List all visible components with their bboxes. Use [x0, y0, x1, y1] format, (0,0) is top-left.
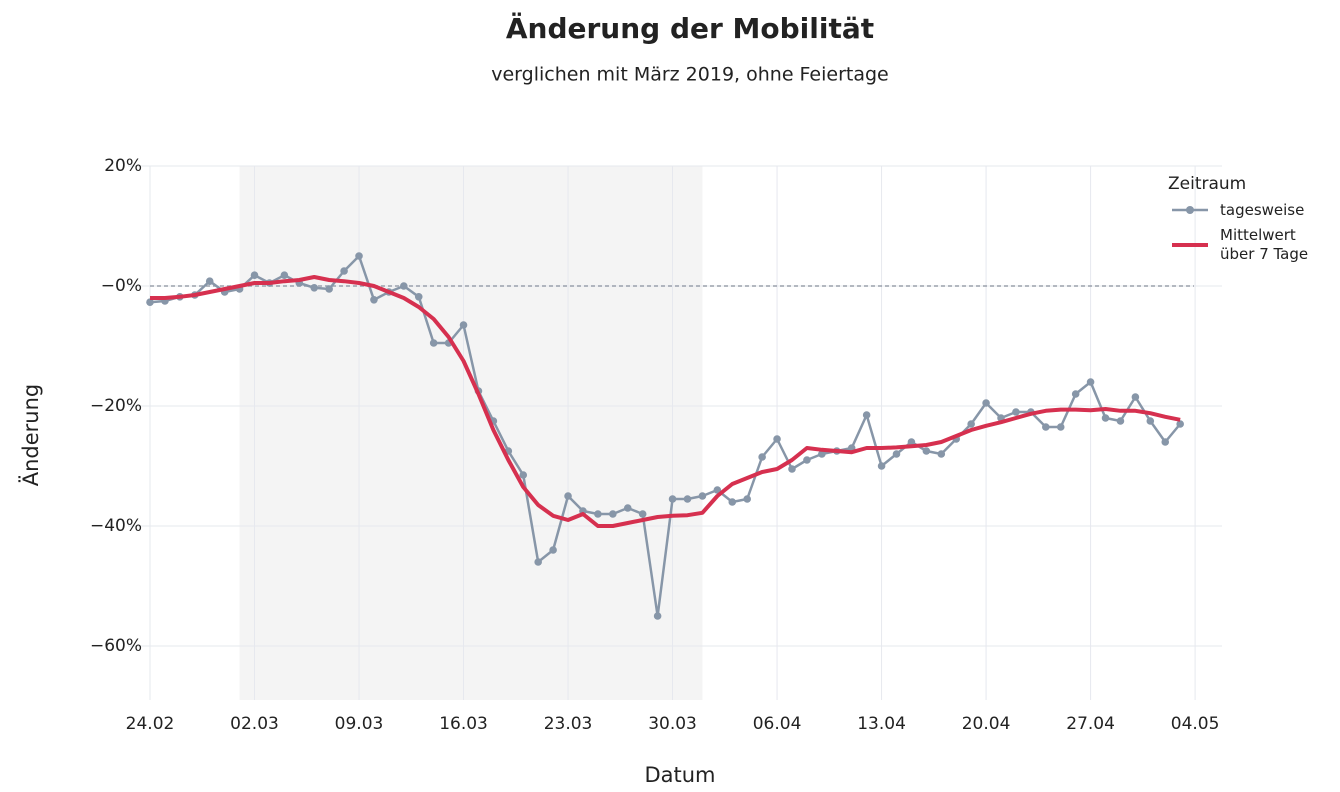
data-point	[459, 321, 468, 329]
data-point	[414, 293, 423, 301]
data-point	[370, 296, 378, 304]
data-point	[937, 450, 946, 458]
data-point	[1116, 417, 1125, 425]
data-point	[967, 420, 975, 428]
x-axis-label: Datum	[644, 763, 715, 787]
data-point	[982, 399, 990, 407]
data-point	[519, 471, 528, 479]
data-point	[205, 277, 214, 286]
legend-item[interactable]: tagesweise	[1168, 200, 1310, 220]
data-point	[1146, 417, 1155, 425]
data-point	[400, 282, 408, 290]
data-point	[862, 411, 871, 419]
chart-title: Änderung der Mobilität	[506, 11, 874, 45]
data-point	[698, 492, 707, 500]
x-tick-label: 27.04	[1066, 714, 1115, 734]
data-point	[564, 492, 572, 500]
x-tick-label: 30.03	[648, 714, 697, 734]
data-point	[922, 447, 931, 455]
data-point	[818, 450, 826, 458]
series-line	[149, 254, 1182, 618]
data-point	[1012, 408, 1020, 416]
data-point	[1042, 423, 1050, 431]
shaded-period	[239, 166, 703, 700]
x-tick-label: 16.03	[439, 714, 488, 734]
data-point	[594, 510, 602, 518]
data-point	[429, 339, 438, 347]
data-point	[907, 438, 916, 446]
legend-item[interactable]: Mittelwert über 7 Tage	[1168, 226, 1310, 264]
y-tick-label: −0%	[101, 276, 142, 296]
x-tick-label: 23.03	[544, 714, 593, 734]
data-point	[638, 510, 647, 518]
data-point	[146, 298, 154, 307]
x-tick-label: 09.03	[335, 714, 384, 734]
data-point	[355, 252, 363, 260]
series-line	[150, 275, 1181, 528]
data-point	[1086, 378, 1095, 386]
data-point	[534, 558, 542, 566]
chart-subtitle: verglichen mit März 2019, ohne Feiertage	[491, 64, 889, 86]
y-tick-label: 20%	[104, 156, 142, 176]
data-point	[788, 465, 796, 473]
y-tick-label: −20%	[90, 396, 142, 416]
data-point	[1176, 420, 1184, 428]
data-point	[549, 546, 557, 554]
data-point	[280, 271, 289, 280]
data-point	[892, 450, 901, 458]
data-point	[310, 284, 319, 292]
data-point	[683, 495, 692, 503]
x-tick-label: 04.05	[1171, 714, 1220, 734]
data-point	[653, 612, 662, 620]
data-point	[1101, 414, 1110, 422]
data-point	[623, 504, 632, 512]
data-point	[1056, 423, 1065, 431]
data-point	[340, 267, 348, 275]
x-tick-label: 24.02	[126, 714, 175, 734]
data-point	[773, 435, 781, 443]
y-axis-label: Änderung	[18, 384, 43, 487]
y-tick-label: −60%	[90, 636, 142, 656]
data-point	[250, 271, 259, 280]
y-tick-label: −40%	[90, 516, 142, 536]
legend-swatch	[1172, 243, 1208, 247]
legend-swatch	[1172, 206, 1208, 214]
data-point	[877, 462, 886, 470]
data-point	[609, 510, 617, 518]
data-point	[1131, 393, 1140, 401]
legend: Zeitraum tagesweise Mittelwert über 7 Tag…	[1168, 174, 1310, 264]
x-tick-label: 02.03	[230, 714, 279, 734]
data-point	[668, 495, 677, 503]
data-point	[1071, 390, 1080, 398]
data-point	[743, 495, 751, 503]
x-tick-label: 20.04	[962, 714, 1011, 734]
data-point	[758, 453, 766, 461]
legend-label: Mittelwert über 7 Tage	[1220, 226, 1309, 263]
x-tick-label: 06.04	[753, 714, 802, 734]
legend-title: Zeitraum	[1168, 174, 1247, 194]
series	[150, 275, 1181, 528]
data-point	[728, 498, 737, 506]
data-point	[713, 486, 722, 494]
data-point	[803, 456, 811, 464]
data-point	[325, 285, 333, 293]
data-point	[1161, 438, 1170, 446]
x-tick-label: 13.04	[857, 714, 906, 734]
legend-marker	[1186, 206, 1194, 214]
legend-label: tagesweise	[1220, 200, 1305, 219]
